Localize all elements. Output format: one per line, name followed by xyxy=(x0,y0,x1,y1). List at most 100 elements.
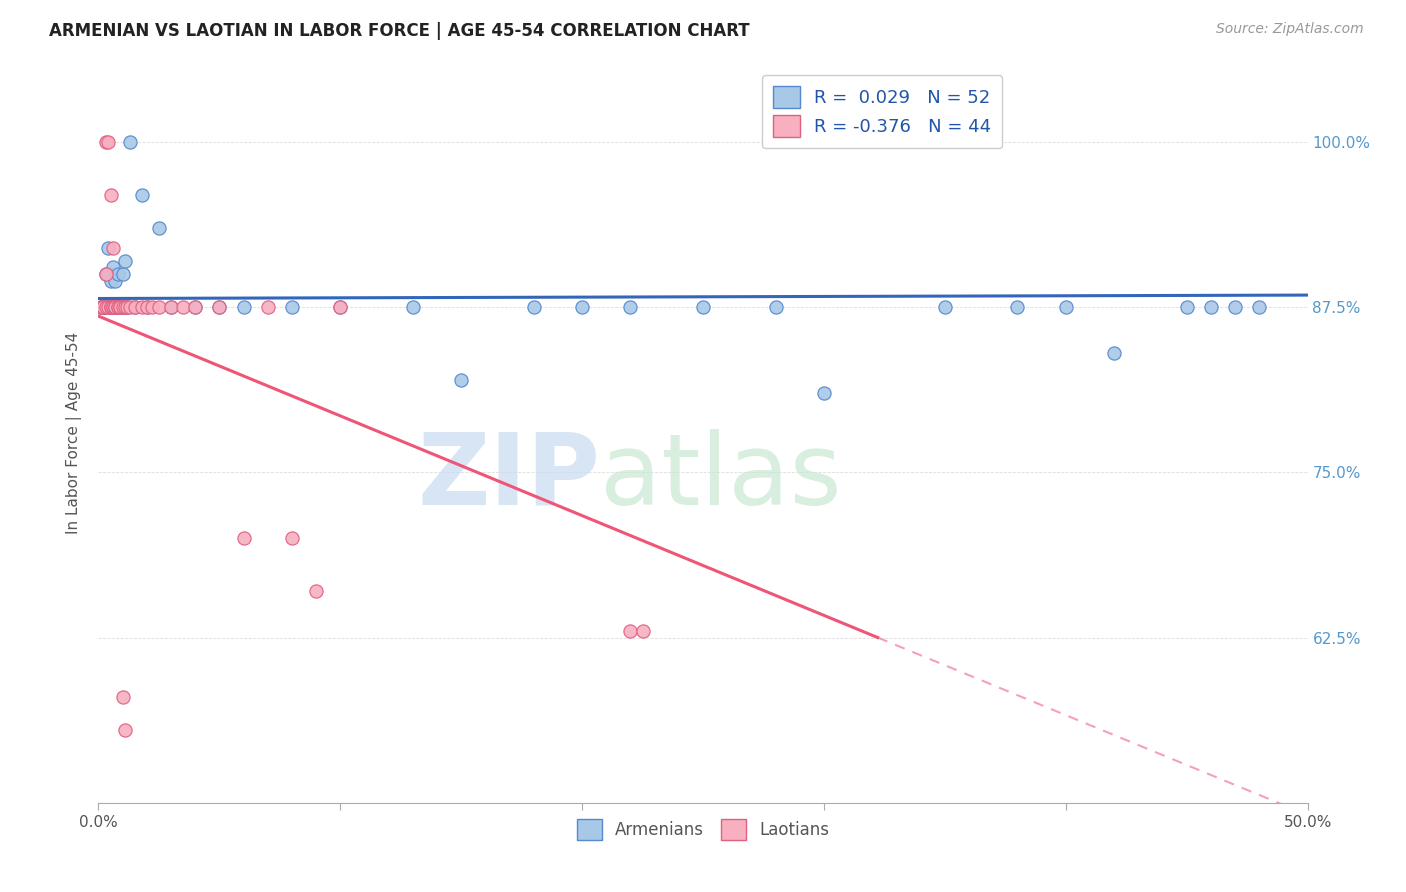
Point xyxy=(281,532,304,546)
Text: ARMENIAN VS LAOTIAN IN LABOR FORCE | AGE 45-54 CORRELATION CHART: ARMENIAN VS LAOTIAN IN LABOR FORCE | AGE… xyxy=(49,22,749,40)
Point xyxy=(107,300,129,314)
Point xyxy=(108,300,131,314)
Point xyxy=(90,300,112,314)
Point xyxy=(450,373,472,387)
Point xyxy=(91,300,114,314)
Point xyxy=(111,300,134,314)
Point xyxy=(104,274,127,288)
Point xyxy=(184,300,207,314)
Point xyxy=(329,300,352,314)
Point xyxy=(100,274,122,288)
Text: atlas: atlas xyxy=(600,428,842,525)
Point xyxy=(124,300,146,314)
Point xyxy=(108,300,131,314)
Point xyxy=(1249,300,1271,314)
Point xyxy=(97,135,120,149)
Point xyxy=(692,300,714,314)
Point xyxy=(402,300,425,314)
Point xyxy=(97,300,120,314)
Point xyxy=(97,300,120,314)
Point xyxy=(232,532,254,546)
Point xyxy=(104,300,127,314)
Point xyxy=(148,220,170,235)
Point xyxy=(101,300,124,314)
Point xyxy=(571,300,593,314)
Point xyxy=(97,267,120,281)
Point xyxy=(141,300,163,314)
Point xyxy=(90,300,112,314)
Point xyxy=(104,300,127,314)
Point xyxy=(813,386,835,401)
Point xyxy=(108,300,131,314)
Point xyxy=(91,300,114,314)
Point xyxy=(100,300,122,314)
Point xyxy=(114,300,136,314)
Point xyxy=(1175,300,1198,314)
Point xyxy=(100,187,122,202)
Point xyxy=(107,300,129,314)
Point xyxy=(118,135,141,149)
Point xyxy=(108,300,131,314)
Point xyxy=(619,624,641,638)
Point xyxy=(131,187,153,202)
Point xyxy=(281,300,304,314)
Point xyxy=(94,300,117,314)
Point xyxy=(101,300,124,314)
Point xyxy=(97,240,120,255)
Point xyxy=(765,300,787,314)
Point xyxy=(114,723,136,737)
Point xyxy=(208,300,231,314)
Point xyxy=(101,300,124,314)
Text: Source: ZipAtlas.com: Source: ZipAtlas.com xyxy=(1216,22,1364,37)
Point xyxy=(91,300,114,314)
Point xyxy=(232,300,254,314)
Point xyxy=(111,300,134,314)
Point xyxy=(934,300,956,314)
Point xyxy=(160,300,183,314)
Point xyxy=(101,240,124,255)
Point xyxy=(94,267,117,281)
Point xyxy=(100,300,122,314)
Text: ZIP: ZIP xyxy=(418,428,600,525)
Point xyxy=(1199,300,1222,314)
Point xyxy=(1102,346,1125,360)
Point xyxy=(104,300,127,314)
Point xyxy=(114,300,136,314)
Point xyxy=(107,300,129,314)
Point xyxy=(124,300,146,314)
Y-axis label: In Labor Force | Age 45-54: In Labor Force | Age 45-54 xyxy=(66,332,83,533)
Point xyxy=(111,690,134,704)
Point xyxy=(1007,300,1029,314)
Point xyxy=(135,300,157,314)
Point xyxy=(160,300,183,314)
Point xyxy=(101,260,124,275)
Point xyxy=(256,300,278,314)
Point xyxy=(114,253,136,268)
Point xyxy=(100,300,122,314)
Point xyxy=(104,300,127,314)
Point xyxy=(111,267,134,281)
Point xyxy=(118,300,141,314)
Point xyxy=(117,300,139,314)
Point xyxy=(184,300,207,314)
Point xyxy=(631,624,654,638)
Point xyxy=(148,300,170,314)
Point xyxy=(90,300,112,314)
Point xyxy=(91,300,114,314)
Point xyxy=(100,300,122,314)
Point xyxy=(135,300,157,314)
Point xyxy=(94,135,117,149)
Point xyxy=(117,300,139,314)
Point xyxy=(100,300,122,314)
Point xyxy=(94,267,117,281)
Point xyxy=(94,300,117,314)
Point xyxy=(523,300,546,314)
Point xyxy=(172,300,194,314)
Point xyxy=(619,300,641,314)
Point xyxy=(107,267,129,281)
Legend: Armenians, Laotians: Armenians, Laotians xyxy=(571,813,835,847)
Point xyxy=(208,300,231,314)
Point xyxy=(1223,300,1246,314)
Point xyxy=(305,584,328,599)
Point xyxy=(131,300,153,314)
